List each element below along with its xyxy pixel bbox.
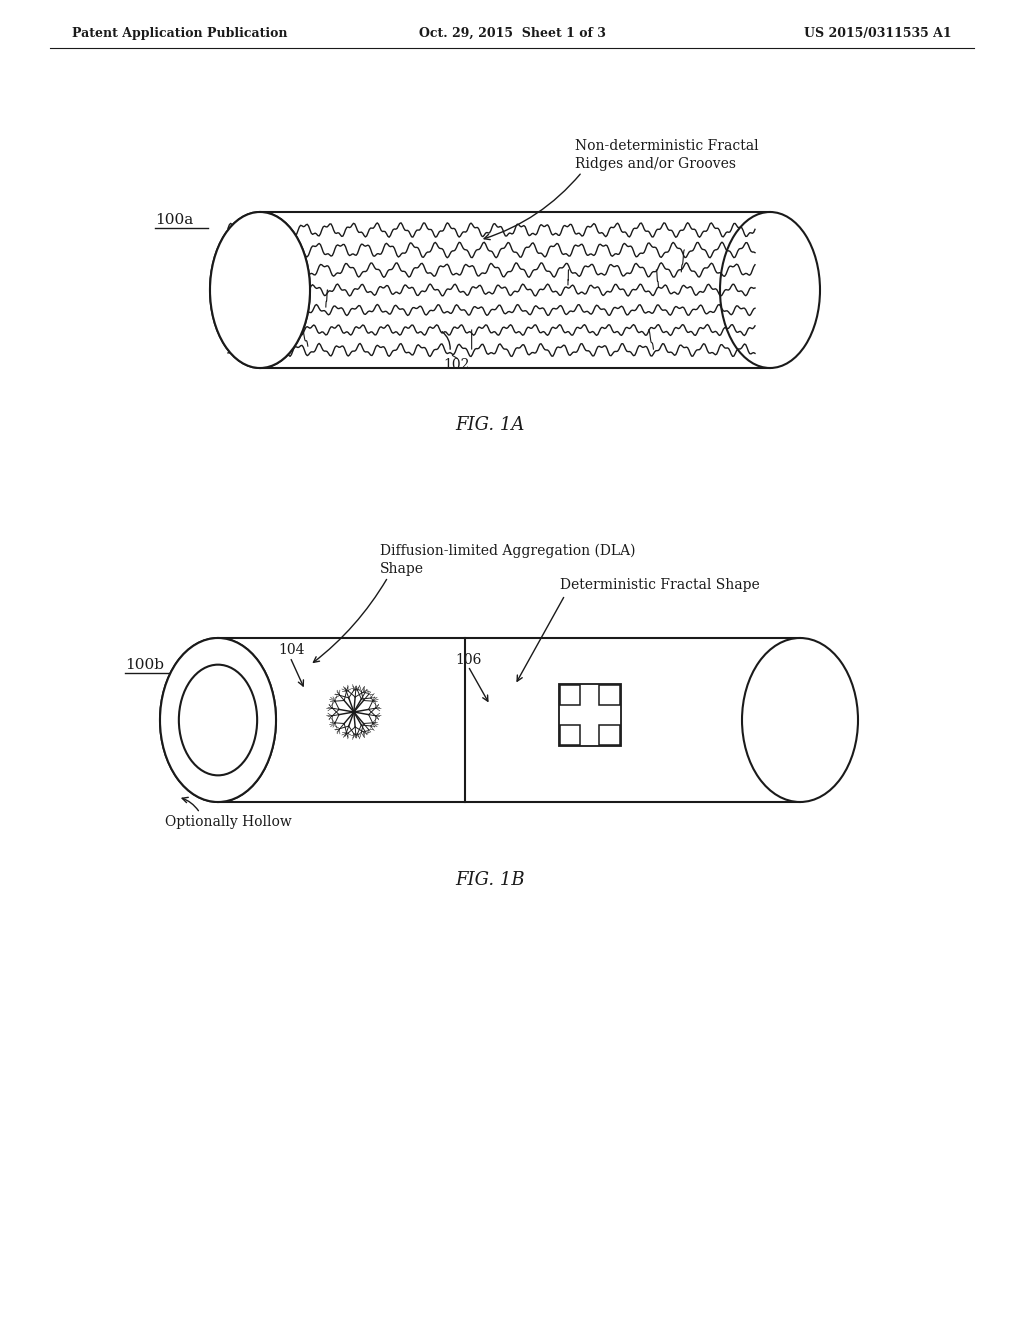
Text: US 2015/0311535 A1: US 2015/0311535 A1: [805, 26, 952, 40]
Text: FIG. 1B: FIG. 1B: [456, 871, 525, 888]
Text: 100b: 100b: [125, 657, 164, 672]
Text: Non-deterministic Fractal
Ridges and/or Grooves: Non-deterministic Fractal Ridges and/or …: [575, 139, 759, 172]
Bar: [559, 684, 621, 746]
Text: 100a: 100a: [155, 213, 194, 227]
Ellipse shape: [210, 213, 310, 368]
Bar: [559, 685, 580, 705]
Text: Optionally Hollow: Optionally Hollow: [165, 814, 292, 829]
Ellipse shape: [742, 638, 858, 803]
Ellipse shape: [160, 638, 276, 803]
Text: Diffusion-limited Aggregation (DLA)
Shape: Diffusion-limited Aggregation (DLA) Shap…: [380, 544, 636, 577]
Text: FIG. 1A: FIG. 1A: [456, 416, 524, 434]
Text: 106: 106: [455, 653, 481, 667]
Text: Oct. 29, 2015  Sheet 1 of 3: Oct. 29, 2015 Sheet 1 of 3: [419, 26, 605, 40]
FancyArrowPatch shape: [442, 331, 451, 350]
Ellipse shape: [160, 638, 276, 803]
Ellipse shape: [720, 213, 820, 368]
Text: 102: 102: [443, 358, 469, 372]
Bar: [599, 725, 620, 744]
Bar: [599, 685, 620, 705]
Ellipse shape: [210, 213, 310, 368]
Bar: [260, 213, 770, 368]
Bar: [559, 725, 580, 744]
Text: Patent Application Publication: Patent Application Publication: [72, 26, 288, 40]
Bar: [218, 638, 800, 803]
Text: 104: 104: [278, 643, 304, 657]
Text: Deterministic Fractal Shape: Deterministic Fractal Shape: [560, 578, 760, 591]
